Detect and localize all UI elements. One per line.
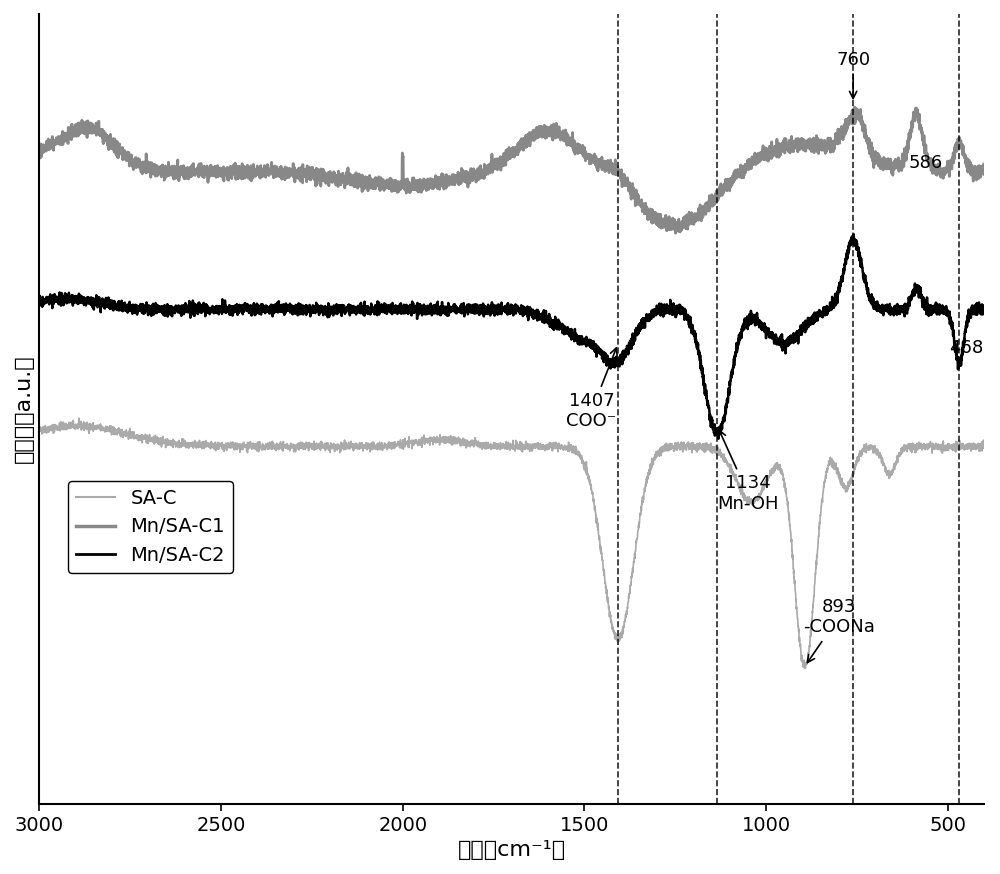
Text: 1134
Mn-OH: 1134 Mn-OH	[717, 430, 779, 513]
Text: 468: 468	[949, 339, 983, 357]
Mn/SA-C2	[600, 349, 612, 359]
SA-C	[648, 453, 660, 463]
SA-C	[73, 413, 85, 423]
Mn/SA-C2	[738, 316, 750, 326]
Mn/SA-C1	[600, 165, 612, 176]
Text: 1407
COO⁻: 1407 COO⁻	[566, 348, 617, 431]
SA-C	[205, 436, 217, 447]
Mn/SA-C1	[738, 161, 750, 171]
Line: Mn/SA-C2: Mn/SA-C2	[39, 234, 984, 439]
Mn/SA-C1	[205, 161, 217, 171]
Mn/SA-C1	[670, 228, 682, 239]
Line: Mn/SA-C1: Mn/SA-C1	[39, 107, 984, 233]
Mn/SA-C2	[978, 302, 990, 312]
Mn/SA-C1	[810, 140, 822, 150]
Mn/SA-C2	[810, 309, 822, 319]
Mn/SA-C2	[205, 303, 217, 314]
Y-axis label: 折射率（a.u.）: 折射率（a.u.）	[14, 355, 34, 463]
SA-C	[394, 434, 406, 445]
Mn/SA-C1	[849, 101, 861, 112]
Mn/SA-C1	[978, 159, 990, 170]
Mn/SA-C2	[712, 434, 724, 444]
SA-C	[33, 424, 45, 434]
Mn/SA-C1	[394, 177, 406, 187]
Mn/SA-C2	[648, 309, 660, 319]
SA-C	[978, 443, 990, 454]
Mn/SA-C1	[33, 140, 45, 150]
SA-C	[810, 556, 822, 566]
Mn/SA-C2	[848, 229, 860, 239]
Mn/SA-C2	[33, 296, 45, 307]
Text: 760: 760	[836, 51, 870, 99]
Text: 893
-COONa: 893 -COONa	[803, 598, 875, 662]
X-axis label: 波数（cm⁻¹）: 波数（cm⁻¹）	[458, 840, 566, 860]
Mn/SA-C2	[394, 307, 406, 317]
SA-C	[738, 493, 750, 503]
Legend: SA-C, Mn/SA-C1, Mn/SA-C2: SA-C, Mn/SA-C1, Mn/SA-C2	[68, 481, 233, 572]
Mn/SA-C1	[648, 211, 660, 221]
Line: SA-C: SA-C	[39, 418, 984, 669]
SA-C	[600, 583, 612, 593]
SA-C	[799, 663, 811, 674]
Text: 586: 586	[909, 154, 943, 172]
